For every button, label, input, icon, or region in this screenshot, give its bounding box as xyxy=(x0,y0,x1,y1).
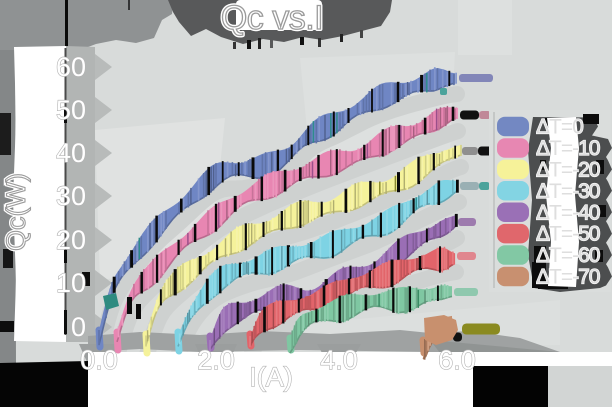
svg-text:0: 0 xyxy=(71,312,86,342)
svg-text:ΔT=-20: ΔT=-20 xyxy=(536,158,600,181)
svg-text:4.0: 4.0 xyxy=(320,345,358,375)
svg-text:2.0: 2.0 xyxy=(197,345,235,375)
svg-text:Qc vs.I: Qc vs.I xyxy=(221,0,323,37)
svg-text:Qc(W): Qc(W) xyxy=(1,173,31,251)
svg-text:60: 60 xyxy=(56,52,86,82)
svg-text:I(A): I(A) xyxy=(249,362,293,392)
svg-text:Qc vs.I: Qc vs.I xyxy=(221,0,323,37)
svg-text:ΔT=-70: ΔT=-70 xyxy=(536,266,600,289)
svg-text:ΔT=-40: ΔT=-40 xyxy=(536,201,600,224)
svg-text:50: 50 xyxy=(56,95,86,125)
svg-text:ΔT=0: ΔT=0 xyxy=(536,116,583,139)
svg-text:ΔT=-30: ΔT=-30 xyxy=(536,180,600,203)
svg-text:10: 10 xyxy=(56,268,86,298)
svg-text:ΔT=-10: ΔT=-10 xyxy=(536,137,600,160)
svg-text:6.0: 6.0 xyxy=(438,345,476,375)
svg-text:ΔT=-50: ΔT=-50 xyxy=(536,223,600,246)
svg-text:20: 20 xyxy=(56,225,86,255)
svg-text:ΔT=-60: ΔT=-60 xyxy=(536,244,600,267)
svg-text:40: 40 xyxy=(56,138,86,168)
svg-text:30: 30 xyxy=(56,181,86,211)
svg-text:0.0: 0.0 xyxy=(80,345,118,375)
svg-text:Qc(W): Qc(W) xyxy=(1,173,31,251)
